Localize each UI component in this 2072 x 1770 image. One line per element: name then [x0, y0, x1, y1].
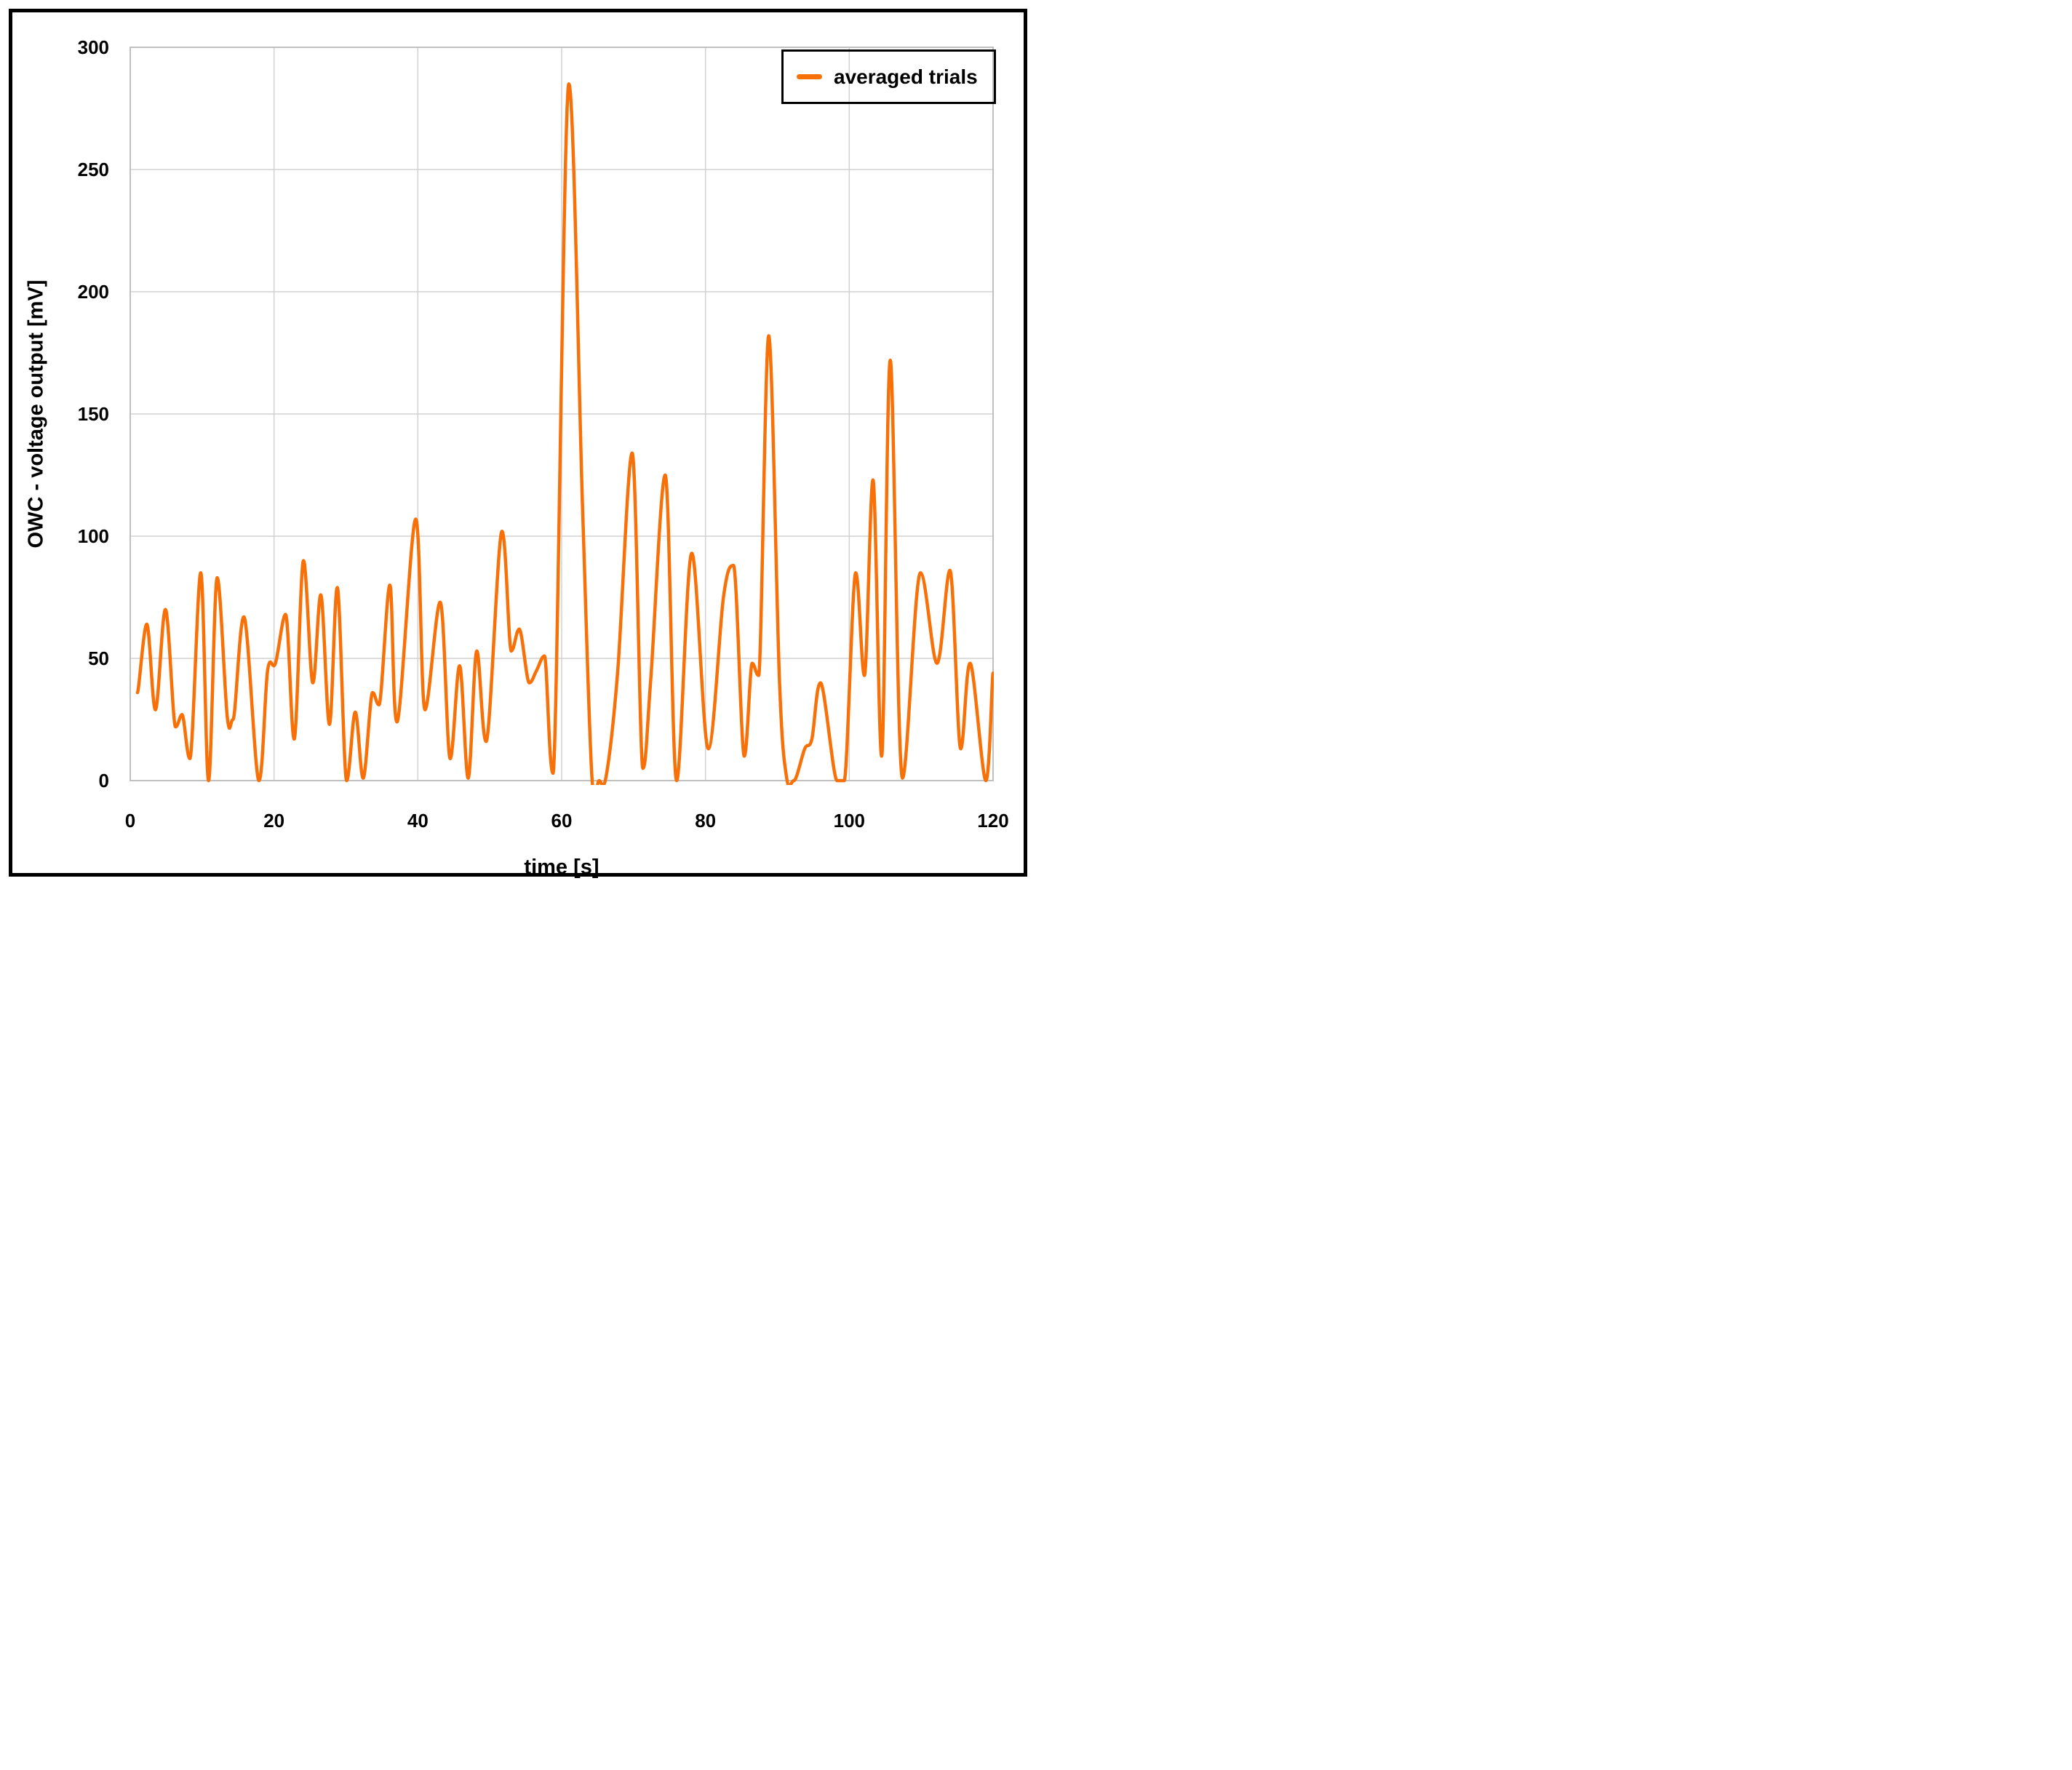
x-tick-label: 0 — [124, 810, 136, 832]
x-tick-label: 120 — [977, 810, 1009, 832]
y-tick-label: 150 — [77, 403, 109, 425]
legend: averaged trials — [781, 49, 996, 104]
y-tick-label: 200 — [77, 281, 109, 303]
series-line-averaged-trials — [135, 82, 994, 785]
y-tick-label: 0 — [98, 770, 109, 792]
y-tick-label: 300 — [77, 36, 109, 58]
legend-series-label: averaged trials — [834, 65, 978, 88]
legend-line-icon — [797, 74, 822, 79]
y-tick-label: 100 — [77, 525, 109, 547]
y-tick-label: 250 — [77, 159, 109, 180]
x-axis-title: time [s] — [524, 856, 599, 879]
plot-area — [130, 47, 994, 785]
chart-figure: averaged trials time [s] OWC - voltage o… — [0, 0, 1036, 885]
x-tick-label: 40 — [407, 810, 429, 832]
x-tick-label: 80 — [695, 810, 717, 832]
y-tick-label: 50 — [88, 647, 109, 669]
x-tick-label: 20 — [263, 810, 285, 832]
plot-frame — [130, 47, 994, 781]
x-tick-label: 100 — [833, 810, 866, 832]
x-tick-label: 60 — [551, 810, 573, 832]
